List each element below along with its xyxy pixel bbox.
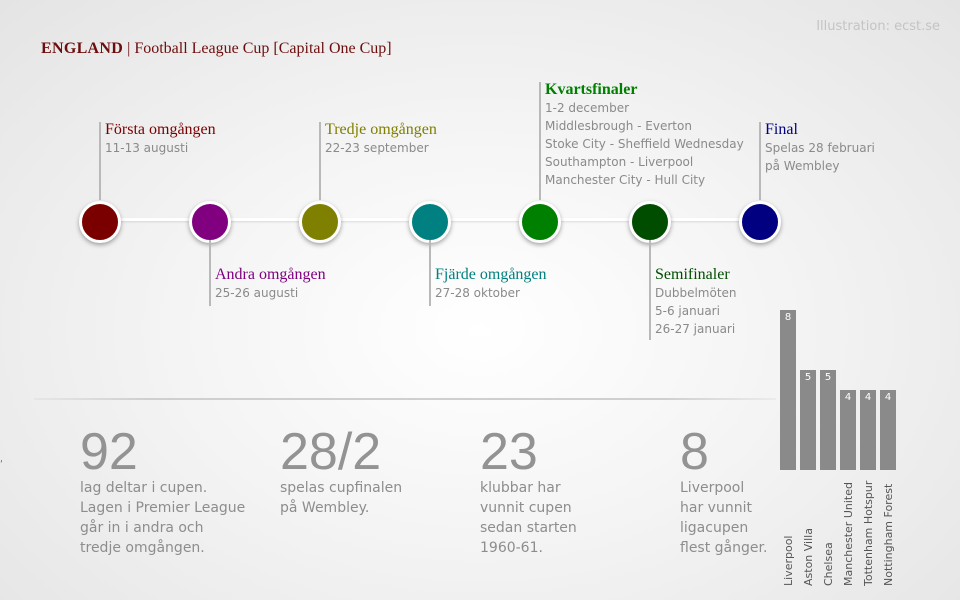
stat-line: tredje omgången.	[80, 540, 205, 556]
stage-date: 25-26 augusti	[215, 286, 299, 300]
bar-value-label: 5	[824, 372, 832, 383]
stat-line: spelas cupfinalen	[280, 480, 403, 496]
bar-nottingham-forest: 4	[880, 390, 896, 470]
stage-label-quarter-finals: Kvartsfinaler 1-2 december Middlesbrough…	[545, 81, 744, 189]
stat-line: Lagen i Premier League	[80, 500, 246, 516]
stat-line: Liverpool	[680, 480, 745, 496]
stat-final-date: 28/2 spelas cupfinalen på Wembley.	[280, 423, 402, 518]
bar-tottenham-hotspur: 4	[860, 390, 876, 470]
margin-mark: ʹ	[0, 460, 3, 471]
stage-node-5	[519, 201, 561, 243]
stage-node-2	[189, 201, 231, 243]
stat-line: flest gånger.	[680, 540, 768, 556]
stat-most-wins: 8 Liverpool har vunnit ligacupen flest g…	[680, 423, 767, 558]
bar-category-label: Manchester United	[842, 482, 855, 586]
bar-liverpool: 8	[780, 310, 796, 470]
bar-chelsea: 5	[820, 370, 836, 470]
stat-text: lag deltar i cupen. Lagen i Premier Leag…	[80, 478, 245, 558]
stat-line: 1960-61.	[480, 540, 543, 556]
stat-line: på Wembley.	[280, 500, 370, 516]
stat-line: sedan starten	[480, 520, 577, 536]
stage-date: 1-2 december	[545, 101, 630, 115]
connector-line	[209, 240, 211, 306]
stage-date: 5-6 januari	[655, 304, 720, 318]
stage-date: Spelas 28 februari	[765, 141, 875, 155]
stage-title: Tredje omgången	[325, 121, 437, 138]
page-title: ENGLAND | Football League Cup [Capital One…	[41, 40, 392, 58]
stage-node-3	[299, 201, 341, 243]
stat-text: spelas cupfinalen på Wembley.	[280, 478, 402, 518]
stage-title: Kvartsfinaler	[545, 81, 638, 98]
stage-label-second-round: Andra omgången 25-26 augusti	[215, 266, 326, 302]
stage-date: 26-27 januari	[655, 322, 736, 336]
stage-label-semi-finals: Semifinaler Dubbelmöten 5-6 januari 26-2…	[655, 266, 737, 338]
bar-value-label: 8	[784, 312, 792, 323]
title-separator: |	[127, 40, 131, 57]
stat-text: Liverpool har vunnit ligacupen flest gån…	[680, 478, 767, 558]
fixture: Middlesbrough - Everton	[545, 119, 692, 133]
stage-title: Fjärde omgången	[435, 266, 547, 283]
connector-line	[429, 240, 431, 306]
stat-line: har vunnit	[680, 500, 752, 516]
stat-text: klubbar har vunnit cupen sedan starten 1…	[480, 478, 577, 558]
stat-line: går in i andra och	[80, 520, 204, 536]
stat-number: 92	[80, 423, 138, 481]
stat-line: klubbar har	[480, 480, 561, 496]
country-name: ENGLAND	[41, 40, 124, 57]
fixture: Southampton - Liverpool	[545, 155, 694, 169]
stage-date: 22-23 september	[325, 141, 429, 155]
bar-category-label: Tottenham Hotspur	[862, 480, 875, 586]
stage-label-first-round: Första omgången 11-13 augusti	[105, 121, 216, 157]
bar-value-label: 4	[864, 392, 872, 403]
stage-label-third-round: Tredje omgången 22-23 september	[325, 121, 437, 157]
bar-category-label: Nottingham Forest	[882, 483, 895, 586]
connector-line	[99, 122, 101, 200]
stat-number: 28/2	[280, 423, 382, 481]
connector-line	[759, 122, 761, 200]
stat-number: 8	[680, 423, 709, 481]
stage-node-7	[739, 201, 781, 243]
stage-node-4	[409, 201, 451, 243]
bar-manchester-united: 4	[840, 390, 856, 470]
stage-node-1	[79, 201, 121, 243]
bar-category-label: Liverpool	[782, 535, 795, 586]
connector-line	[649, 240, 651, 340]
stage-detail: Dubbelmöten	[655, 286, 737, 300]
bar-value-label: 5	[804, 372, 812, 383]
stage-node-6	[629, 201, 671, 243]
stat-line: lag deltar i cupen.	[80, 480, 208, 496]
fixture: Manchester City - Hull City	[545, 173, 706, 187]
fixture: Stoke City - Sheffield Wednesday	[545, 137, 744, 151]
section-divider	[34, 398, 776, 400]
bar-aston-villa: 5	[800, 370, 816, 470]
stat-winning-clubs: 23 klubbar har vunnit cupen sedan starte…	[480, 423, 577, 558]
stage-title: Första omgången	[105, 121, 216, 138]
competition-title: Football League Cup [Capital One Cup]	[134, 40, 392, 57]
bar-category-label: Chelsea	[822, 542, 835, 586]
stage-date: 11-13 augusti	[105, 141, 189, 155]
bar-category-label: Aston Villa	[802, 528, 815, 586]
stage-date: 27-28 oktober	[435, 286, 520, 300]
stat-teams: 92 lag deltar i cupen. Lagen i Premier L…	[80, 423, 245, 558]
stat-line: ligacupen	[680, 520, 749, 536]
stage-venue: på Wembley	[765, 159, 840, 173]
stage-label-fourth-round: Fjärde omgången 27-28 oktober	[435, 266, 547, 302]
bar-value-label: 4	[884, 392, 892, 403]
stat-line: vunnit cupen	[480, 500, 572, 516]
stage-label-final: Final Spelas 28 februari på Wembley	[765, 121, 875, 175]
illustration-credit: Illustration: ecst.se	[816, 19, 940, 34]
bar-value-label: 4	[844, 392, 852, 403]
connector-line	[539, 82, 541, 200]
stat-number: 23	[480, 423, 538, 481]
stage-title: Andra omgången	[215, 266, 326, 283]
stage-title: Final	[765, 121, 798, 138]
stage-title: Semifinaler	[655, 266, 730, 283]
connector-line	[319, 122, 321, 200]
